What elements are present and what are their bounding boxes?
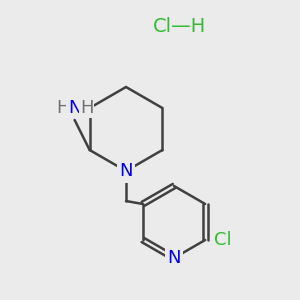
Text: Cl: Cl <box>214 231 232 249</box>
Text: H: H <box>56 99 69 117</box>
Text: N: N <box>119 162 133 180</box>
Text: Cl—H: Cl—H <box>153 17 207 37</box>
Text: N: N <box>68 99 81 117</box>
Text: N: N <box>167 249 181 267</box>
Text: H: H <box>80 99 93 117</box>
